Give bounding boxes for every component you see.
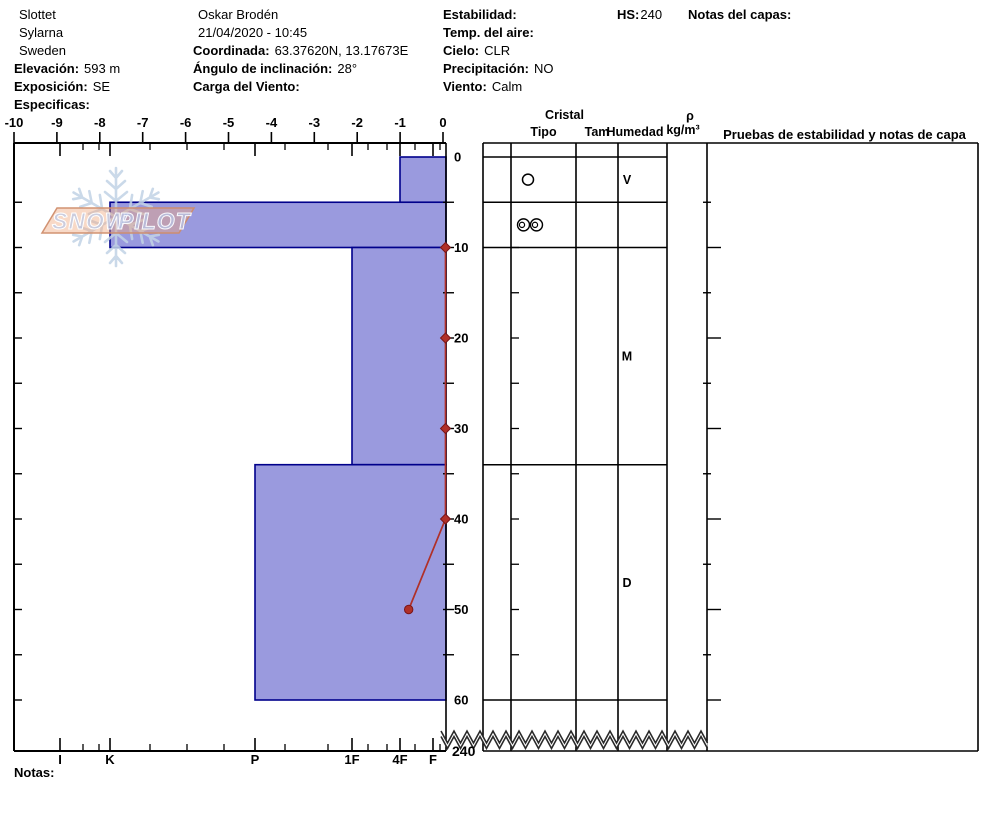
moisture-code: M	[622, 350, 632, 364]
axis-label: 1F	[344, 752, 359, 767]
tipo-column-header: Tipo	[530, 125, 557, 139]
temperature-profile	[403, 241, 452, 615]
site-name: Slottet	[19, 7, 56, 22]
axis-label: 30	[454, 421, 468, 436]
zigzag-line	[440, 734, 709, 751]
specifics-field: Especificas:	[14, 97, 90, 112]
axis-label: -8	[94, 115, 106, 130]
notes-label: Notas:	[14, 765, 55, 780]
axis-label: -9	[51, 115, 63, 130]
layer-bar-1F	[351, 246, 447, 466]
density-symbol-header: ρ	[686, 109, 694, 123]
crystal-column-header: Cristal	[545, 108, 584, 122]
axis-label: P	[251, 752, 260, 767]
coordinates-field: Coordinada: 63.37620N, 13.17673E	[193, 43, 409, 58]
date-time: 21/04/2020 - 10:45	[198, 25, 308, 40]
precipitation-field: Precipitación: NO	[443, 61, 554, 76]
country-name: Sweden	[19, 43, 66, 58]
axis-label: -10	[5, 115, 24, 130]
axis-label: 0	[454, 150, 461, 165]
temperature-diamond	[439, 422, 452, 435]
axis-label: -6	[180, 115, 192, 130]
scale-break-zigzag: 240	[440, 729, 709, 759]
axis-label: -5	[223, 115, 235, 130]
temperature-axis: -10 -9 -8 -7 -6 -5 -4 -3 -2 -1 0	[5, 115, 447, 143]
temperature-diamond	[439, 513, 452, 525]
logo-banner	[40, 207, 196, 234]
snowflake-arm	[103, 215, 129, 268]
crystal-double-circle-icon	[529, 218, 544, 232]
layer-bar-4F	[399, 156, 447, 204]
moisture-code: D	[622, 576, 631, 590]
snowflake-icon	[71, 166, 161, 268]
crystal-double-circle-inner	[531, 221, 539, 229]
density-unit-header: kg/m³	[666, 123, 700, 137]
aspect-field: Exposición: SE	[14, 79, 111, 94]
axis-label: K	[105, 752, 115, 767]
axis-label: -4	[266, 115, 278, 130]
crystal-double-circle-icon	[516, 218, 531, 232]
axis-label: I	[58, 752, 62, 767]
axis-label: 60	[454, 693, 468, 708]
layer-notes-label: Notas del capas:	[688, 7, 792, 22]
axis-label: 10	[454, 240, 468, 255]
axis-label: 40	[454, 512, 468, 527]
snowflake-arm	[114, 215, 161, 247]
axis-label: 50	[454, 602, 468, 617]
axis-label: 4F	[392, 752, 407, 767]
axis-label: 0	[439, 115, 446, 130]
logo-word-snow: SNOW	[52, 208, 129, 234]
layer-bar-K	[109, 201, 447, 249]
stability-tests-column-header: Pruebas de estabilidad y notas de capa	[723, 127, 966, 142]
logo-word-pilot: PILOT	[118, 208, 192, 234]
axis-label: -3	[309, 115, 321, 130]
stability-field: Estabilidad:	[443, 7, 517, 22]
temperature-diamond	[439, 241, 452, 254]
axis-label: 20	[454, 331, 468, 346]
snowflake-arm	[114, 187, 161, 219]
hs-total-field: HS:240	[617, 7, 663, 22]
crystal-double-circle-inner	[518, 221, 526, 229]
axis-label: F	[429, 752, 437, 767]
wind-loading-field: Carga del Viento:	[193, 79, 300, 94]
depth-break-label: 240	[452, 743, 476, 759]
temperature-point	[403, 604, 414, 615]
temperature-diamond	[439, 332, 452, 344]
snowflake-arm	[71, 215, 118, 247]
axis-label: -1	[394, 115, 406, 130]
humedad-column-header: Humedad	[606, 125, 664, 139]
layer-bar-P	[254, 463, 447, 701]
snow-layers	[109, 156, 447, 701]
elevation-field: Elevación: 593 m	[14, 61, 121, 76]
axis-label: -2	[351, 115, 363, 130]
observer-name: Oskar Brodén	[198, 7, 279, 22]
zigzag-line	[440, 729, 709, 745]
axis-label: -7	[137, 115, 149, 130]
moisture-code: V	[623, 173, 632, 187]
hardness-axis: I K P 1F 4F F	[58, 143, 441, 767]
air-temp-field: Temp. del aire:	[443, 25, 534, 40]
layer-table-grid	[482, 142, 979, 752]
snowflake-arm	[103, 166, 129, 219]
snowflake-arm	[71, 187, 118, 219]
sky-field: Cielo: CLR	[443, 43, 511, 58]
crystal-circle-icon	[521, 173, 535, 186]
range-name: Sylarna	[19, 25, 64, 40]
tam-column-header: Tam	[584, 125, 610, 139]
wind-field: Viento: Calm	[443, 79, 523, 94]
slope-angle-field: Ángulo de inclinación: 28°	[193, 61, 358, 76]
layer-table-rows: V M D	[516, 173, 632, 590]
